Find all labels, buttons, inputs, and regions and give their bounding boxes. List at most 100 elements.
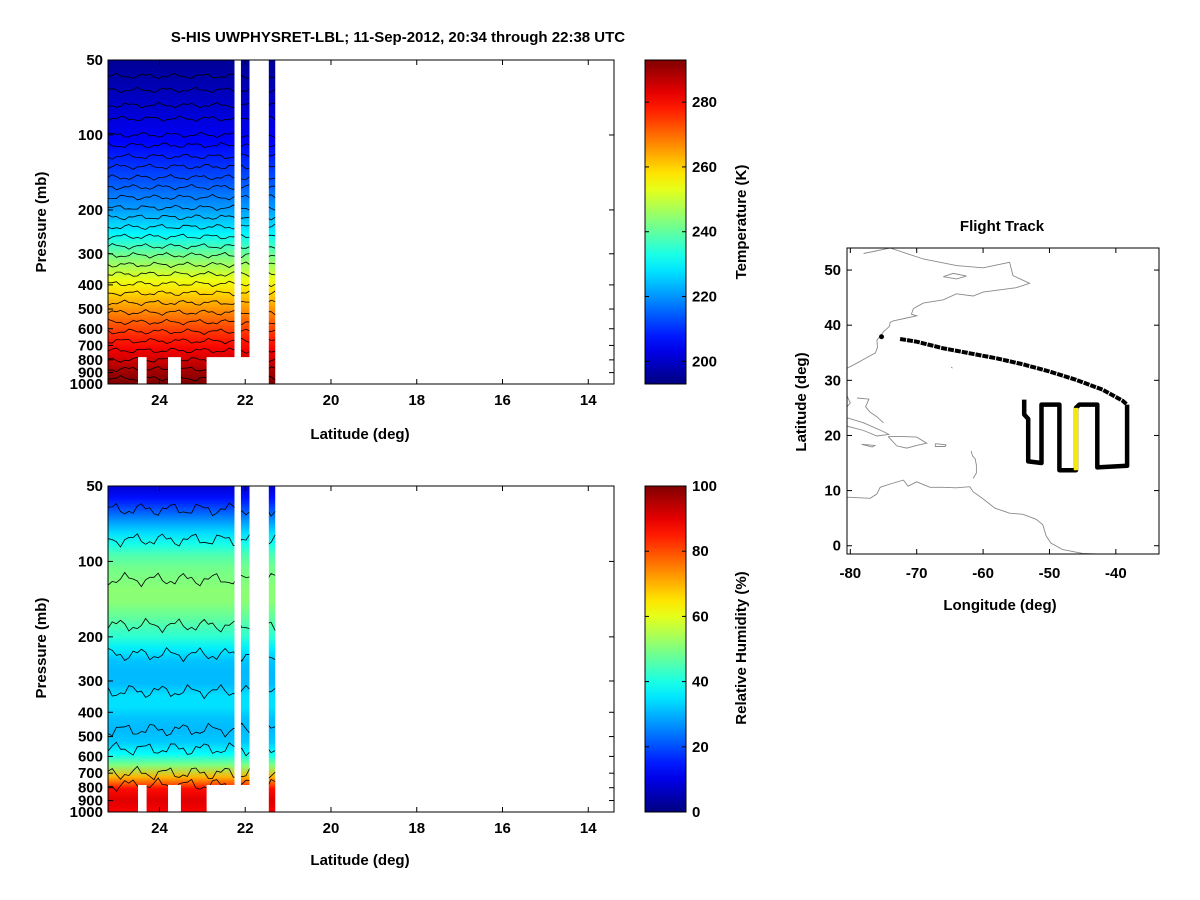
missing-data-patch [206, 357, 250, 384]
missing-data-patch [138, 357, 147, 384]
humidity-colorbar: 0 20 40 60 80 100 [644, 478, 717, 821]
y-tick-label: 800 [78, 780, 103, 797]
y-tick-label: 500 [78, 729, 103, 746]
temperature-colorbar-label: Temperature (K) [733, 165, 750, 280]
contour-line [107, 204, 276, 211]
y-tick-label: 1000 [70, 376, 103, 393]
data-field [108, 486, 276, 812]
x-tick-label: 22 [237, 392, 254, 409]
colorbar-bar [644, 485, 687, 813]
x-tick-label: 20 [323, 392, 340, 409]
flight-track-xlabel: Longitude (deg) [943, 597, 1056, 614]
coastline [856, 397, 884, 424]
contour-line [107, 684, 276, 700]
y-tick-label: 900 [78, 793, 103, 810]
contour-line [107, 243, 276, 250]
contour-line [107, 261, 276, 268]
origin-point [879, 334, 885, 340]
colorbar-tick-label: 200 [692, 353, 717, 370]
y-tick-label: 400 [78, 277, 103, 294]
temperature-xlabel: Latitude (deg) [310, 426, 409, 443]
colorbar-tick-label: 280 [692, 94, 717, 111]
contour-line [107, 131, 276, 139]
y-tick-label: 600 [78, 748, 103, 765]
contour-line [107, 722, 276, 738]
contour-line [107, 347, 276, 354]
contour-line [107, 163, 276, 170]
contour-line [107, 270, 276, 278]
contour-line [107, 533, 276, 548]
y-tick-label: 10 [824, 483, 841, 500]
x-tick-label: 18 [408, 392, 425, 409]
colorbar-tick-label: 100 [692, 478, 717, 495]
coastline [943, 272, 967, 280]
temperature-plot-area [107, 59, 615, 385]
coastline [847, 479, 1096, 554]
pattern-track-line [1021, 399, 1130, 473]
humidity-xlabel: Latitude (deg) [310, 852, 409, 869]
humidity-axes-ticks: 24 22 20 18 16 14 50 100 200 300 400 500 60070080090… [70, 478, 614, 837]
humidity-ylabel: Pressure (mb) [33, 598, 50, 699]
x-tick-label: 24 [151, 392, 168, 409]
y-tick-label: 50 [824, 262, 841, 279]
colorbar-tick-label: 40 [692, 674, 709, 691]
contour-line [107, 194, 276, 201]
axes-frame [107, 59, 615, 385]
contour-line [107, 174, 276, 181]
y-tick-label: 1000 [70, 804, 103, 821]
contour-line [107, 337, 276, 345]
contour-line [107, 299, 276, 307]
figure-title: S-HIS UWPHYSRET-LBL; 11-Sep-2012, 20:34 … [171, 29, 625, 46]
missing-data-patch [168, 357, 181, 384]
x-tick-label: 20 [323, 820, 340, 837]
contour-line [107, 502, 276, 517]
x-tick-label: 22 [237, 820, 254, 837]
humidity-panel: 24 22 20 18 16 145010020030040050060070080090… [33, 478, 750, 869]
x-tick-label: 24 [151, 820, 168, 837]
contour-line [107, 309, 276, 316]
colorbar-bar [644, 59, 687, 385]
map-frame [846, 247, 1160, 555]
contour-line [107, 142, 276, 149]
y-tick-label: 100 [78, 553, 103, 570]
contour-line [107, 153, 276, 160]
y-tick-label: 600 [78, 321, 103, 338]
map-background [847, 248, 1159, 554]
y-tick-label: 900 [78, 365, 103, 382]
contour-line [107, 101, 276, 109]
contour-line [107, 72, 276, 80]
colorbar-tick-label: 240 [692, 224, 717, 241]
x-tick-label: -40 [1105, 565, 1127, 582]
temperature-axes-ticks: 24 22 20 18 16 14 50 100 200 300 400 500 60070080090… [70, 52, 614, 409]
coastline-group [847, 248, 1096, 554]
coastline [847, 248, 1031, 369]
y-tick-label: 200 [78, 629, 103, 646]
contour-line [107, 318, 276, 326]
missing-data-patch [138, 784, 147, 812]
contour-line [107, 213, 276, 221]
colorbar-tick-label: 260 [692, 159, 717, 176]
colorbar-tick-label: 0 [692, 804, 700, 821]
y-tick-label: 300 [78, 246, 103, 263]
humidity-plot-area [107, 485, 615, 813]
data-gap [249, 486, 269, 812]
data-gap [249, 60, 269, 384]
coastline [847, 417, 891, 437]
humidity-colorbar-label: Relative Humidity (%) [733, 571, 750, 724]
coastline [934, 443, 947, 447]
x-tick-label: -80 [839, 565, 861, 582]
y-tick-label: 700 [78, 337, 103, 354]
x-tick-label: 16 [494, 392, 511, 409]
y-tick-label: 700 [78, 765, 103, 782]
y-tick-label: 200 [78, 202, 103, 219]
y-tick-label: 300 [78, 673, 103, 690]
contour-line [107, 777, 276, 793]
data-gap [234, 60, 241, 384]
x-tick-label: 18 [408, 820, 425, 837]
colorbar-tick-label: 20 [692, 739, 709, 756]
x-tick-label: -60 [972, 565, 994, 582]
y-tick-label: 40 [824, 317, 841, 334]
x-tick-label: -50 [1039, 565, 1061, 582]
colorbar-tick-label: 60 [692, 608, 709, 625]
